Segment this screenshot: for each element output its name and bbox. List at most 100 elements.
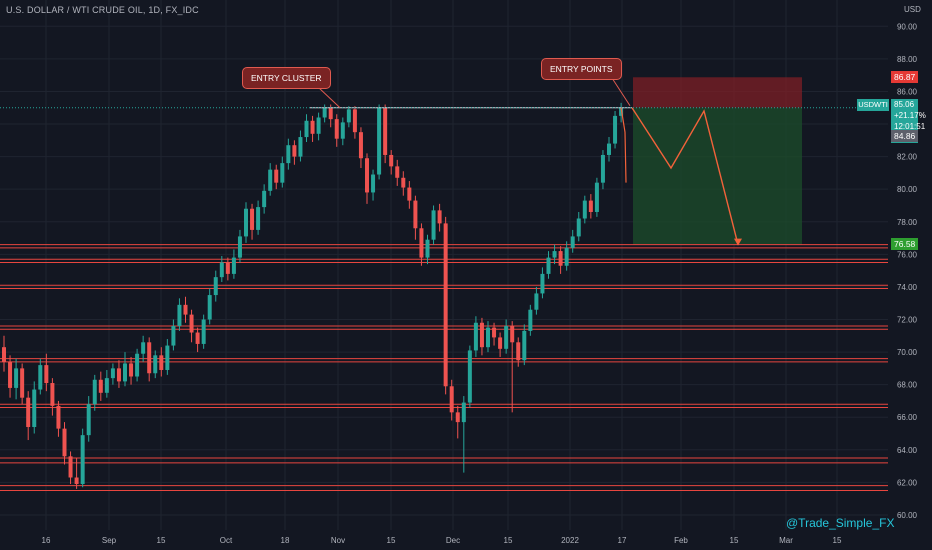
candle	[310, 115, 315, 142]
chart-symbol-title: U.S. DOLLAR / WTI CRUDE OIL, 1D, FX_IDC	[6, 5, 199, 15]
candle	[558, 246, 563, 274]
x-tick-label: 15	[157, 536, 166, 545]
candle-body	[298, 137, 303, 157]
x-tick-label: 16	[42, 536, 51, 545]
candle-body	[534, 293, 539, 310]
candle-body	[564, 247, 569, 266]
candle-body	[129, 363, 134, 377]
candle-body	[237, 236, 242, 258]
candle	[449, 379, 454, 421]
candle	[371, 169, 376, 201]
candle	[183, 296, 188, 323]
candle-body	[244, 208, 248, 237]
candle	[377, 104, 382, 180]
candle-body	[407, 187, 412, 201]
candle	[147, 337, 152, 382]
candle	[401, 171, 406, 196]
candle-body	[383, 107, 388, 155]
x-tick-label: Sep	[102, 536, 117, 545]
candle	[389, 150, 394, 175]
candle-body	[14, 368, 19, 388]
candle-body	[80, 435, 85, 485]
candle	[274, 164, 279, 190]
candle-body	[153, 355, 158, 374]
entry-points-callout[interactable]: ENTRY POINTS	[541, 58, 622, 80]
candle-body	[68, 456, 73, 478]
candle-body	[262, 190, 267, 208]
candle-body	[449, 386, 454, 413]
price-change: +21.17%	[894, 111, 926, 120]
candle-body	[189, 314, 194, 333]
candle	[86, 396, 91, 442]
candle	[44, 353, 49, 392]
candle-body	[389, 154, 394, 167]
candle	[286, 138, 291, 170]
candle-body	[322, 107, 327, 118]
candle	[522, 324, 527, 366]
y-tick-label: 72.00	[897, 315, 918, 324]
candle	[576, 211, 581, 242]
candle-body	[522, 330, 527, 361]
bid-price-tag: 84.86	[891, 130, 918, 142]
price-axis: 60.00 62.00 64.00 66.00 68.00 70.00 72.00 74.00…	[888, 0, 932, 550]
candle	[534, 286, 539, 315]
candle	[328, 104, 333, 128]
take-profit-zone	[633, 107, 802, 245]
candle-body	[425, 239, 430, 258]
candle-body	[26, 397, 31, 428]
candle	[546, 251, 551, 279]
y-tick-label: 78.00	[897, 218, 918, 227]
candle-body	[613, 115, 618, 144]
x-tick-label: Dec	[446, 536, 460, 545]
candle-body	[38, 365, 43, 390]
candle-body	[219, 262, 224, 278]
x-tick-label: Oct	[220, 536, 233, 545]
y-tick-label: 80.00	[897, 185, 918, 194]
candle-body	[171, 326, 176, 346]
candle-body	[50, 383, 55, 406]
candle	[123, 352, 127, 387]
candle	[225, 257, 230, 281]
price-axis-bg	[888, 0, 932, 550]
candle	[14, 358, 19, 400]
x-tick-label: 15	[504, 536, 513, 545]
candle-body	[183, 304, 188, 315]
x-tick-label: Nov	[331, 536, 345, 545]
candle-body	[8, 361, 13, 388]
candle-body	[546, 257, 551, 274]
candle	[340, 117, 345, 146]
candle-body	[141, 342, 146, 354]
y-tick-label: 74.00	[897, 283, 918, 292]
candle	[552, 244, 557, 265]
symbol-price-tag: USDWTI	[857, 99, 889, 111]
entry-cluster-callout[interactable]: ENTRY CLUSTER	[242, 67, 331, 89]
candle-body	[570, 236, 575, 248]
candle-body	[207, 295, 212, 320]
candle-body	[498, 337, 503, 349]
candle-body	[528, 309, 533, 331]
candle	[479, 317, 484, 356]
candle	[498, 332, 503, 357]
candle	[346, 106, 351, 128]
candle-body	[86, 404, 91, 436]
y-tick-label: 82.00	[897, 153, 918, 162]
candle-body	[371, 174, 376, 193]
candle-body	[159, 355, 164, 370]
candle-body	[62, 428, 67, 457]
candle	[304, 114, 309, 142]
candle	[280, 156, 285, 188]
candle	[213, 270, 218, 302]
candle-body	[492, 327, 497, 338]
candle	[201, 314, 206, 349]
candle	[2, 335, 6, 372]
candle	[619, 102, 624, 123]
candle	[473, 316, 478, 357]
candle-body	[443, 223, 448, 387]
candle-body	[419, 228, 424, 258]
candle-body	[177, 304, 182, 327]
candle	[613, 110, 618, 149]
candle-body	[225, 262, 230, 274]
candle	[268, 163, 273, 196]
x-tick-label: 15	[730, 536, 739, 545]
